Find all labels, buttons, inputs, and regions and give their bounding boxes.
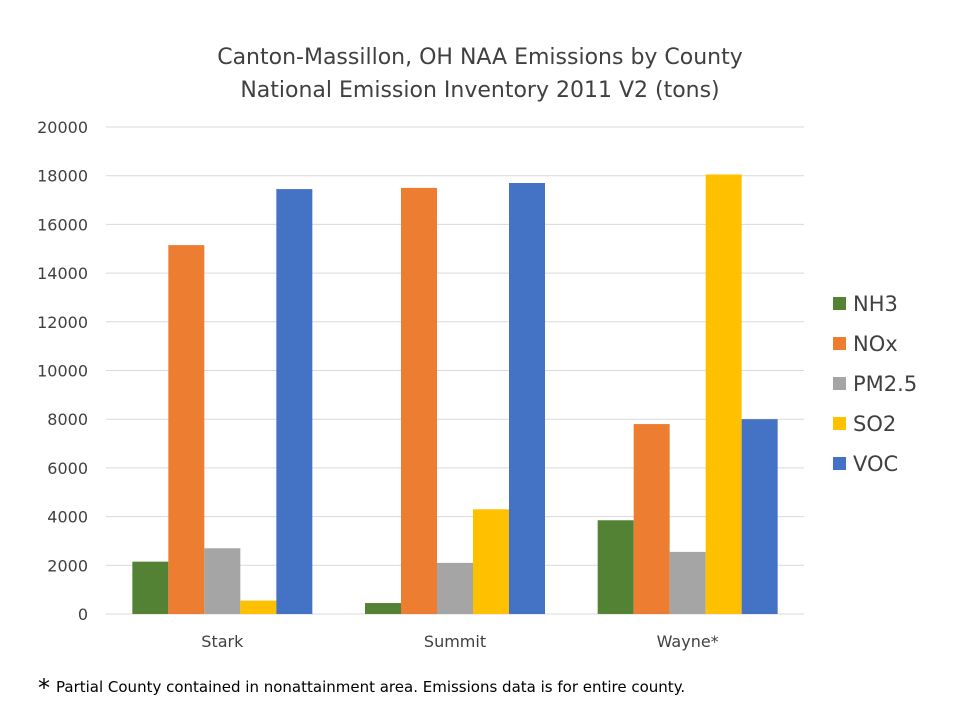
y-tick-label: 0 [78, 605, 88, 624]
y-tick-label: 14000 [37, 264, 88, 283]
gridlines [106, 126, 804, 615]
y-tick-label: 2000 [47, 556, 88, 575]
bar-nox-1 [401, 187, 437, 614]
legend: NH3 NOx PM2.5 SO2 VOC [833, 292, 917, 476]
bar-pm25-0 [204, 548, 241, 614]
bar-so2-1 [473, 509, 509, 614]
legend-label: VOC [853, 452, 898, 476]
y-axis-ticks: 0 2000 4000 6000 8000 10000 12000 14000 16000 180… [37, 118, 88, 624]
bar-nh3-1 [365, 603, 401, 614]
legend-label: PM2.5 [853, 372, 917, 396]
legend-swatch [833, 377, 846, 390]
footnote: * Partial County contained in nonattainme… [38, 674, 685, 702]
bar-nh3-2 [597, 520, 634, 614]
bar-nox-0 [168, 245, 205, 614]
legend-label: NH3 [853, 292, 898, 316]
bar-so2-2 [705, 174, 742, 615]
bar-pm25-2 [669, 551, 706, 614]
bar-nox-2 [633, 424, 670, 614]
x-tick-label: Summit [424, 632, 486, 651]
bars [132, 174, 778, 615]
legend-swatch [833, 417, 846, 430]
legend-swatch [833, 337, 846, 350]
bar-pm25-1 [437, 562, 473, 614]
bar-voc-2 [741, 419, 778, 614]
bar-nh3-0 [132, 561, 169, 614]
footnote-text: Partial County contained in nonattainmen… [56, 678, 686, 696]
bar-so2-0 [240, 600, 277, 614]
legend-label: NOx [853, 332, 898, 356]
chart-title-line-1: Canton-Massillon, OH NAA Emissions by Co… [217, 45, 743, 70]
legend-swatch [833, 297, 846, 310]
legend-label: SO2 [853, 412, 896, 436]
y-tick-label: 18000 [37, 167, 88, 186]
y-tick-label: 10000 [37, 362, 88, 381]
bar-voc-0 [276, 189, 313, 614]
y-tick-label: 8000 [47, 410, 88, 429]
y-tick-label: 20000 [37, 118, 88, 137]
y-tick-label: 6000 [47, 459, 88, 478]
y-tick-label: 4000 [47, 508, 88, 527]
y-tick-label: 12000 [37, 313, 88, 332]
y-tick-label: 16000 [37, 215, 88, 234]
x-tick-label: Stark [201, 632, 244, 651]
x-axis-ticks: Stark Summit Wayne* [201, 632, 718, 651]
legend-swatch [833, 457, 846, 470]
x-tick-label: Wayne* [657, 632, 719, 651]
bar-voc-1 [509, 183, 545, 614]
footnote-marker: * [38, 674, 50, 702]
chart-title-line-2: National Emission Inventory 2011 V2 (ton… [240, 78, 719, 103]
